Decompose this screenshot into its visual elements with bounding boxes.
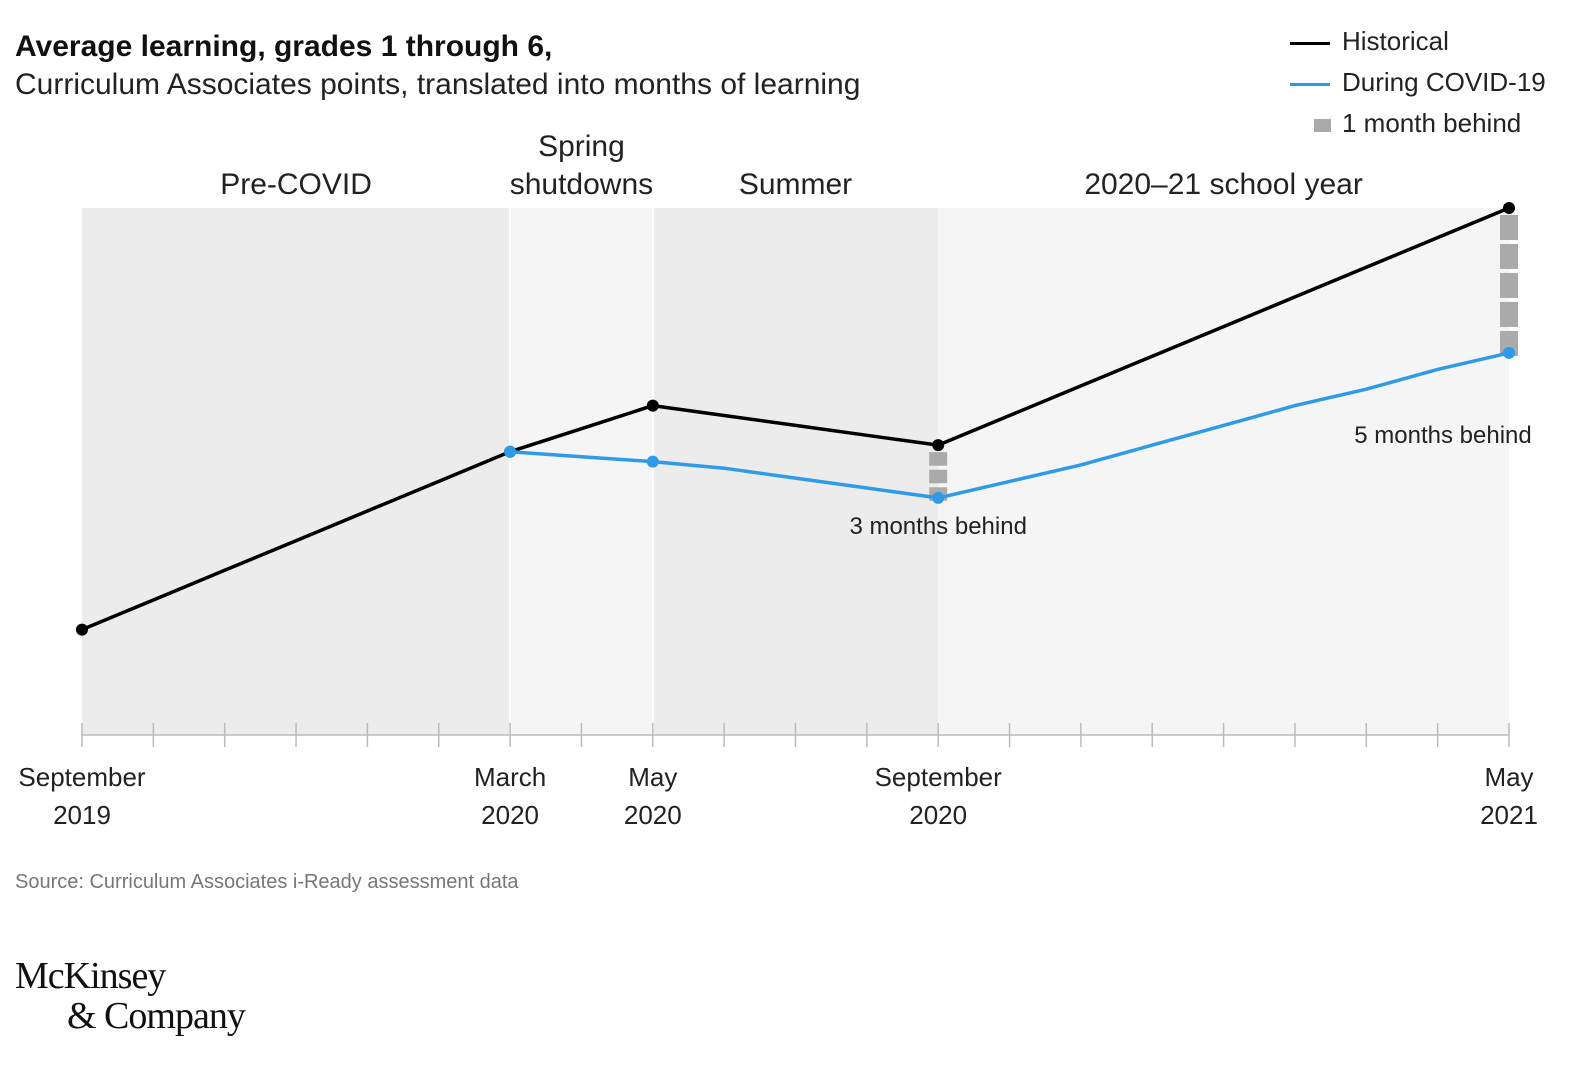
covid-line-swatch [1290,83,1330,86]
brand-line-2: & Company [67,995,246,1037]
period-label-2-0: Summer [739,168,852,201]
series-marker-1-12 [932,491,945,504]
gap-label-1: 5 months behind [1354,422,1531,449]
month-behind-box-1-3 [1500,301,1518,327]
month-behind-box-0-0 [929,452,948,466]
x-tick-label-3-1: 2020 [909,800,967,830]
gap-label-0: 3 months behind [849,513,1026,540]
x-tick-label-4-0: May [1484,762,1533,792]
month-behind-box-1-2 [1500,272,1518,298]
x-tick-label-1-1: 2020 [481,800,539,830]
period-band-1 [510,208,653,735]
brand-logo: McKinsey & Company [15,955,246,1037]
period-label-1-1: shutdowns [510,168,653,201]
x-tick-label-2-1: 2020 [624,800,682,830]
period-label-3-0: 2020–21 school year [1084,168,1363,201]
period-band-0 [82,208,511,735]
legend-label-historical: Historical [1342,26,1449,56]
series-marker-1-8 [646,455,659,468]
period-label-0-0: Pre-COVID [220,168,372,201]
month-behind-box-1-1 [1500,243,1518,269]
series-marker-1-20 [1503,346,1515,359]
x-tick-label-3-0: September [875,762,1003,792]
series-line-1 [509,351,1510,500]
historical-line-swatch [1290,42,1330,45]
brand-line-1: McKinsey [15,955,166,997]
series-marker-0-8 [646,399,659,412]
x-tick-label-1-0: March [474,762,546,792]
series-marker-1-6 [504,445,517,458]
series-line-0 [81,206,1510,632]
source-note: Source: Curriculum Associates i-Ready as… [15,871,519,893]
line-chart: Pre-COVID Spring shutdowns Summer 2020–21 sc… [18,130,1538,830]
x-tick-label-2-0: May [628,762,677,792]
month-behind-box-0-1 [929,469,948,484]
period-band-3 [938,208,1509,735]
legend-label-covid: During COVID-19 [1342,67,1546,97]
period-label-1-0: Spring [538,130,625,163]
x-tick-label-0-1: 2019 [53,800,111,830]
x-tick-label-0-0: September [18,762,146,792]
series-marker-0-12 [932,439,945,452]
chart-subtitle: Curriculum Associates points, translated… [15,68,861,101]
x-tick-label-4-1: 2021 [1480,800,1538,830]
series-marker-0-20 [1503,202,1515,214]
month-behind-swatch [1314,119,1331,132]
period-band-2 [652,208,939,735]
series-marker-0-0 [76,623,88,636]
chart-title: Average learning, grades 1 through 6, [15,30,553,63]
month-behind-box-1-0 [1500,215,1518,240]
legend-label-month-behind: 1 month behind [1342,108,1522,138]
